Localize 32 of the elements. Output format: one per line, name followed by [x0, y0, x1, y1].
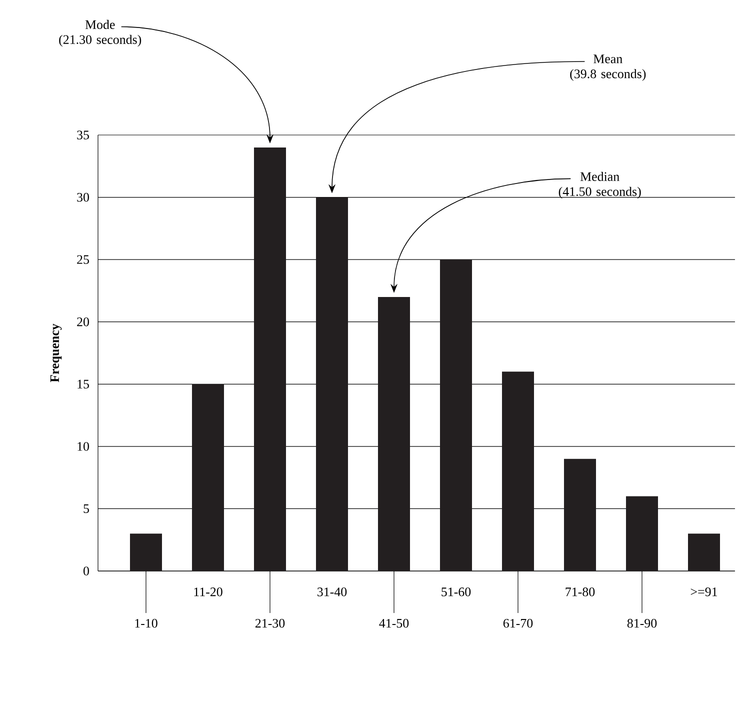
bar	[316, 197, 348, 571]
y-tick-label: 10	[78, 442, 89, 451]
text: Mean (39.8 seconds)	[570, 54, 646, 81]
bar	[626, 496, 658, 571]
x-tick-label: 51-60	[442, 588, 471, 596]
x-tick-label: 61-70	[503, 618, 533, 628]
y-tick-label: 20	[77, 317, 89, 326]
y-tick-label: 15	[78, 380, 89, 388]
y-tick-label: 0	[84, 566, 89, 576]
bar	[192, 384, 224, 571]
y-tick-label: 30	[77, 192, 89, 202]
y-tick-label: 35	[77, 130, 89, 140]
x-tick-label: 71-80	[566, 588, 595, 596]
bar	[688, 534, 720, 571]
x-tick-label: 11-20	[194, 588, 222, 596]
x-tick-label: 81-90	[627, 618, 657, 628]
bar	[130, 534, 162, 571]
text: Mode (21.30 seconds)	[59, 20, 142, 47]
bar	[378, 296, 410, 571]
x-tick-label: 21-30	[255, 618, 285, 628]
x-tick-label: 1-10	[135, 618, 158, 628]
annotation: Median (41.50 seconds)	[558, 172, 641, 199]
x-tick-label: 41-50	[379, 618, 409, 628]
bar	[564, 458, 596, 571]
bar	[440, 260, 472, 571]
y-tick-label: 25	[77, 255, 89, 264]
x-tick-label: 31-40	[318, 588, 347, 596]
x-tick-label: >=91	[690, 588, 718, 596]
bar	[502, 372, 534, 571]
bar	[254, 147, 286, 571]
y-axis-title: Frequency	[50, 324, 62, 382]
y-tick-label: 5	[84, 504, 89, 514]
